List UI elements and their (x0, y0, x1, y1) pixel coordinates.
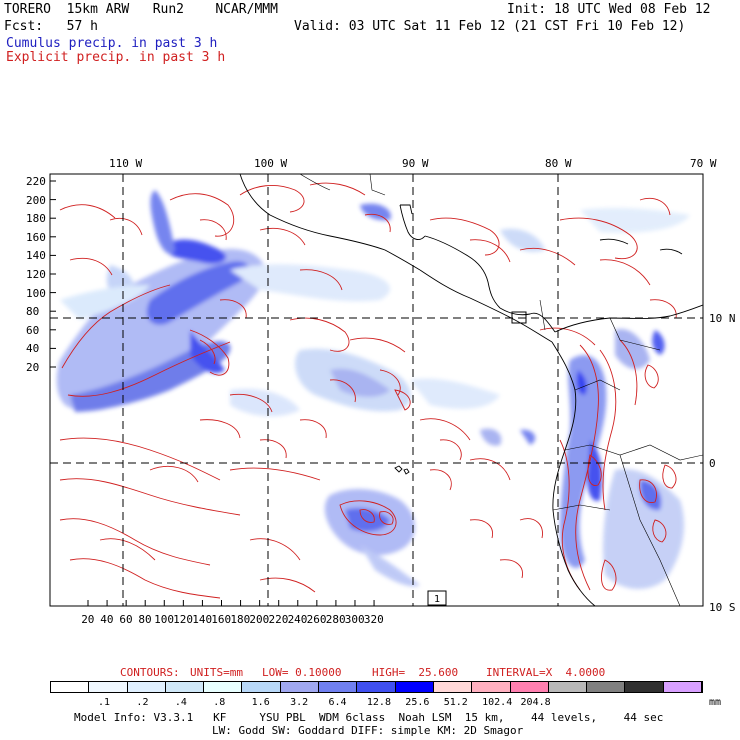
colorbar-label: 204.8 (520, 697, 551, 708)
x-tick-label: 60 (119, 613, 133, 626)
x-tick-label: 220 (268, 613, 289, 626)
colorbar-label: .4 (174, 697, 187, 708)
x-tick-label: 240 (287, 613, 308, 626)
colorbar-label: .1 (98, 697, 111, 708)
colorbar-swatch (51, 682, 90, 692)
explicit-precip-contours (59, 182, 677, 599)
lat-label-10s: 10 S (709, 601, 736, 614)
colorbar (50, 681, 703, 693)
axis-ticks (50, 180, 375, 606)
x-tick-label: 320 (363, 613, 384, 626)
lon-label-100w: 100 W (254, 157, 288, 170)
x-tick-label: 20 (81, 613, 95, 626)
colorbar-swatch (625, 682, 664, 692)
lat-label-10n: 10 N (709, 312, 736, 325)
colorbar-swatch (127, 682, 166, 692)
colorbar-swatch (89, 682, 128, 692)
x-tick-label: 180 (230, 613, 251, 626)
colorbar-swatch (165, 682, 205, 692)
y-tick-label: 20 (26, 361, 40, 374)
map-frame (49, 173, 704, 607)
colorbar-label: .8 (213, 697, 226, 708)
contour-info-contours: CONTOURS: (120, 666, 180, 679)
footer-model-info: Model Info: V3.3.1 KF YSU PBL WDM 6class… (74, 711, 664, 724)
colorbar-swatch (319, 682, 358, 692)
lon-label-80w: 80 W (545, 157, 572, 170)
colorbar-unit: mm (709, 697, 722, 708)
colorbar-label: 12.8 (366, 697, 391, 708)
domain-box-label: 1 (434, 594, 440, 605)
footer-physics-info: LW: Godd SW: Goddard DIFF: simple KM: 2D… (212, 724, 524, 737)
coastlines (239, 174, 703, 606)
colorbar-swatch (510, 682, 549, 692)
colorbar-swatch (548, 682, 588, 692)
header-valid: Valid: 03 UTC Sat 11 Feb 12 (21 CST Fri … (294, 19, 686, 34)
y-tick-label: 160 (26, 230, 46, 244)
x-tick-label: 280 (325, 613, 346, 626)
x-tick-label: 300 (344, 613, 365, 626)
lon-label-110w: 110 W (109, 157, 143, 170)
colorbar-swatch (242, 682, 281, 692)
field-cumulus-label: Cumulus precip. in past 3 h (6, 36, 218, 51)
colorbar-swatch (204, 682, 243, 692)
x-tick-label: 140 (192, 613, 213, 626)
lat-label-0: 0 (709, 457, 716, 470)
x-tick-label: 100 (154, 613, 174, 626)
colorbar-label: 25.6 (405, 697, 430, 708)
x-tick-label: 40 (100, 613, 114, 626)
cumulus-precip-areas (56, 190, 690, 590)
x-tick-label: 160 (211, 613, 232, 626)
header-title: TORERO 15km ARW Run2 NCAR/MMM (4, 2, 278, 17)
y-tick-label: 40 (26, 342, 40, 356)
contour-info-interval: INTERVAL=X 4.0000 (486, 666, 606, 679)
x-tick-label: 260 (306, 613, 327, 626)
header-init: Init: 18 UTC Wed 08 Feb 12 (507, 2, 711, 17)
y-tick-label: 60 (26, 323, 40, 337)
colorbar-swatch (280, 682, 320, 692)
colorbar-swatch (395, 682, 434, 692)
colorbar-label: .2 (136, 697, 149, 708)
colorbar-label: 102.4 (482, 697, 513, 708)
y-tick-label: 220 (26, 175, 46, 188)
x-tick-label: 200 (249, 613, 270, 626)
y-tick-label: 120 (26, 268, 46, 281)
graticule (50, 174, 703, 606)
colorbar-label: 3.2 (290, 697, 309, 708)
x-tick-label: 120 (173, 613, 194, 626)
y-tick-label: 180 (26, 212, 46, 226)
contour-info-low: LOW= 0.10000 (262, 666, 342, 679)
colorbar-swatch (472, 682, 511, 692)
field-explicit-label: Explicit precip. in past 3 h (6, 50, 226, 65)
y-tick-label: 100 (26, 286, 46, 300)
contour-info-high: HIGH= 25.600 (372, 666, 459, 679)
colorbar-label: 51.2 (443, 697, 468, 708)
y-tick-label: 80 (26, 305, 40, 319)
header-forecast: Fcst: 57 h (4, 19, 98, 34)
domain-box (427, 590, 447, 606)
colorbar-label: 1.6 (251, 697, 270, 708)
colorbar-swatch (433, 682, 473, 692)
colorbar-swatch (587, 682, 626, 692)
colorbar-label: 6.4 (328, 697, 347, 708)
colorbar-swatch (663, 682, 703, 692)
y-tick-label: 200 (26, 193, 46, 207)
domain-box-nw (511, 311, 527, 324)
y-tick-label: 140 (26, 249, 46, 263)
colorbar-swatch (357, 682, 396, 692)
x-tick-label: 80 (138, 613, 152, 626)
contour-info-units: UNITS=mm (190, 666, 243, 679)
lon-label-70w: 70 W (690, 157, 717, 170)
lon-label-90w: 90 W (402, 157, 429, 170)
